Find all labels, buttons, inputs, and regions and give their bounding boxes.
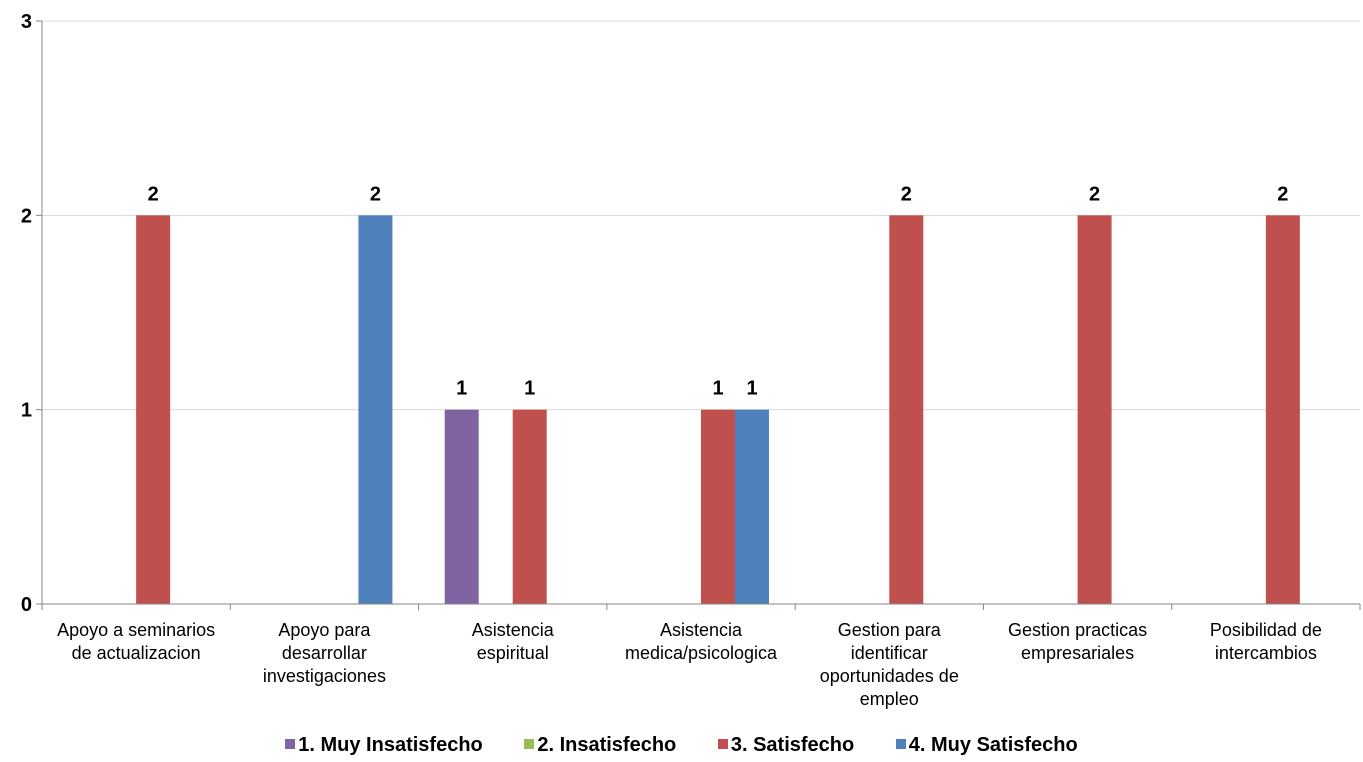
legend-label: 2. Insatisfecho (537, 734, 677, 756)
x-tick-label: Apoyo a seminarios de actualizacion (57, 620, 215, 663)
bars (136, 215, 1300, 605)
bar (512, 409, 547, 604)
legend-label: 1. Muy Insatisfecho (298, 734, 483, 756)
legend-item-satisfecho: 3. Satisfecho (717, 734, 855, 757)
x-tick-label: Asistencia medica/psicologica (625, 620, 778, 663)
legend-item-insatisfecho: 2. Insatisfecho (524, 734, 676, 757)
x-tick-labels: Apoyo a seminarios de actualizacion Apoyo … (57, 620, 1322, 709)
x-tick-label: Posibilidad de intercambios (1210, 620, 1322, 663)
data-label: 2 (370, 183, 381, 205)
x-tick-label: Gestion para identificar oportunidades de e… (820, 620, 959, 709)
legend-label: 4. Muy Satisfecho (908, 734, 1078, 756)
data-label: 1 (712, 378, 723, 400)
data-label: 2 (148, 183, 159, 205)
bar (444, 409, 479, 604)
bar (1077, 215, 1112, 605)
legend-item-muy-insatisfecho: 1. Muy Insatisfecho (285, 734, 483, 757)
axes (41, 21, 1361, 610)
legend-swatch (524, 739, 535, 749)
data-label: 1 (524, 378, 535, 400)
y-tick-label: 0 (21, 594, 32, 616)
legend: 1. Muy Insatisfecho 2. Insatisfecho 3. S… (0, 734, 1363, 757)
y-tick-label: 1 (21, 400, 32, 422)
bar (735, 409, 769, 604)
legend-swatch (717, 739, 728, 749)
data-label: 2 (1277, 183, 1288, 205)
y-tick-label: 2 (21, 205, 32, 227)
bar (889, 215, 924, 605)
x-tick-label: Asistencia espiritual (472, 620, 555, 663)
y-tick-label: 3 (21, 11, 32, 33)
legend-swatch (285, 739, 296, 749)
bar (1265, 215, 1300, 605)
data-labels: 2 2 1 1 1 1 2 2 2 (148, 183, 1289, 399)
data-label: 1 (746, 378, 757, 400)
x-tick-label: Apoyo para desarrollar investigaciones (263, 620, 386, 686)
data-label: 1 (456, 378, 467, 400)
bar (136, 215, 171, 605)
y-tick-labels: 0 1 2 3 (21, 11, 32, 616)
data-label: 2 (1089, 183, 1100, 205)
data-label: 2 (901, 183, 912, 205)
x-tick-label: Gestion practicas empresariales (1008, 620, 1147, 663)
legend-swatch (895, 739, 906, 749)
legend-item-muy-satisfecho: 4. Muy Satisfecho (895, 734, 1078, 757)
legend-label: 3. Satisfecho (730, 734, 855, 756)
gridlines (36, 20, 1360, 605)
bar (701, 409, 735, 604)
bar (358, 215, 393, 605)
